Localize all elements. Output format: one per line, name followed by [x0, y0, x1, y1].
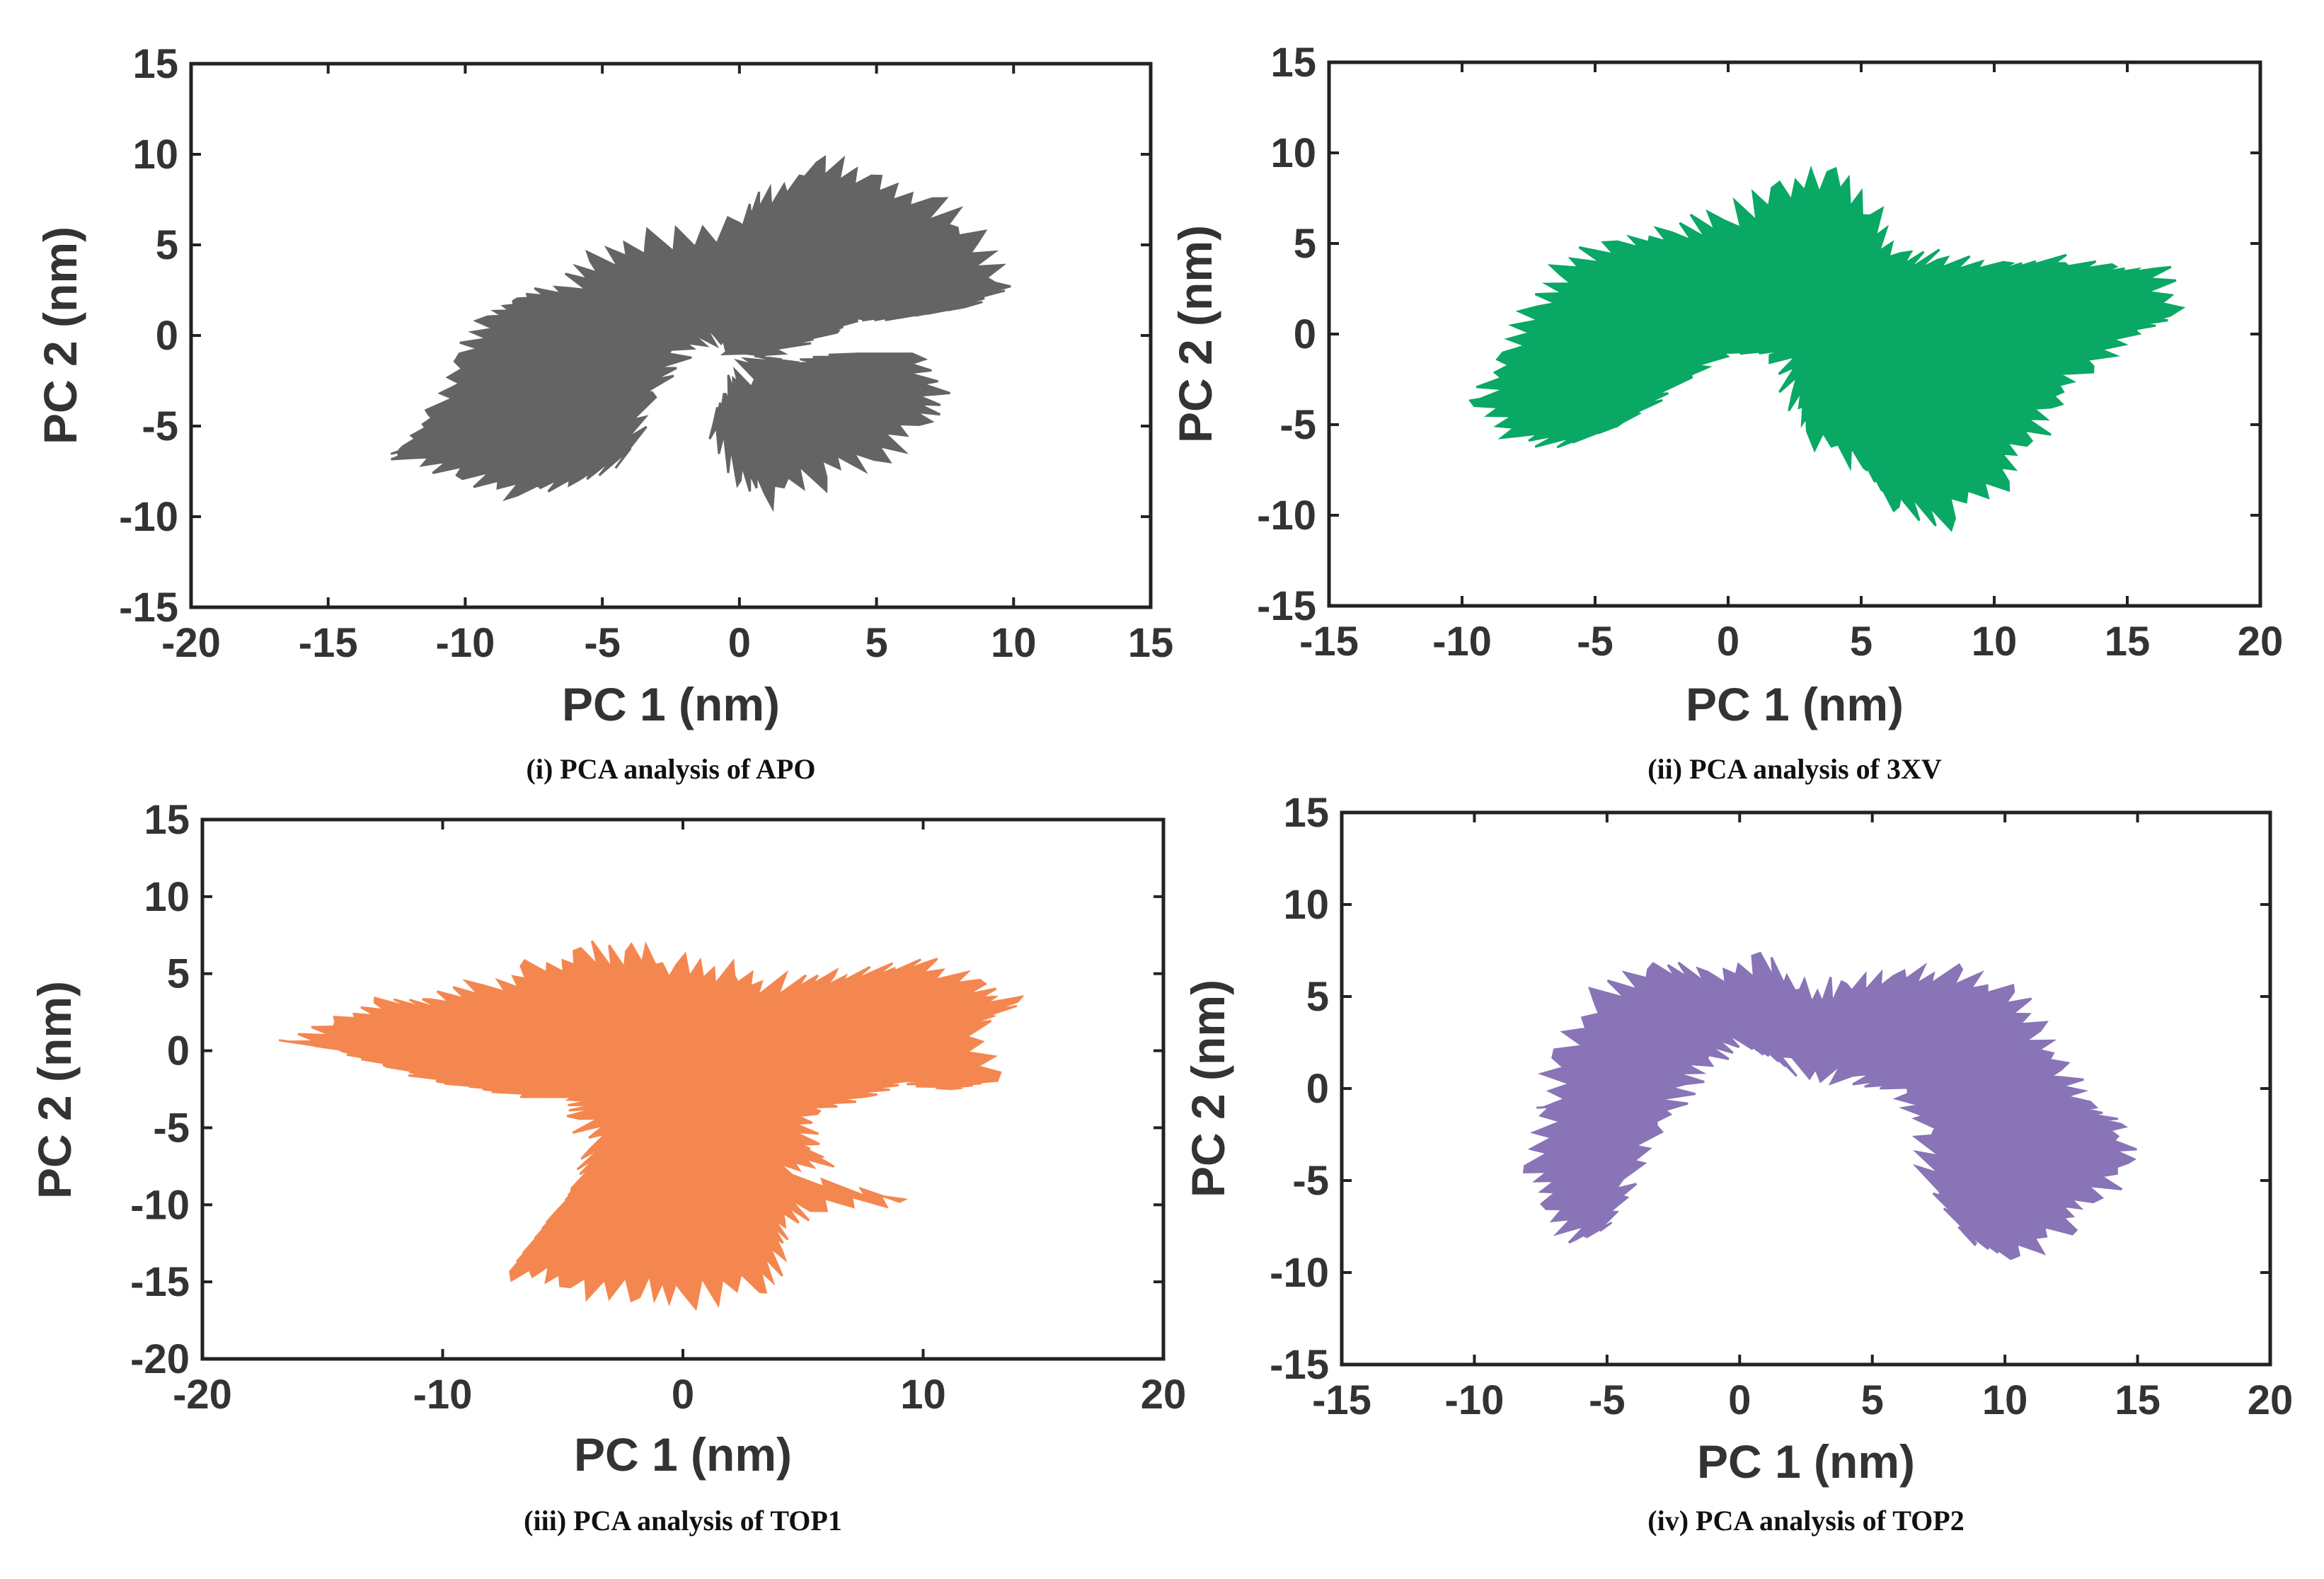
x-tick-label: 20: [1141, 1372, 1187, 1418]
y-tick-label: 0: [156, 313, 178, 359]
x-axis-label: PC 1 (nm): [1697, 1435, 1915, 1488]
x-tick-label: 10: [900, 1372, 946, 1418]
panel-caption: (iv) PCA analysis of TOP2: [1647, 1505, 1964, 1537]
x-tick-label: -20: [173, 1372, 232, 1418]
pca-area-apo: [390, 155, 1011, 512]
x-tick-label: 0: [1717, 619, 1739, 665]
x-tick-label: 10: [1982, 1377, 2028, 1423]
x-axis-label: PC 1 (nm): [562, 678, 780, 730]
x-tick-label: -5: [1589, 1377, 1626, 1423]
y-tick-label: -10: [1257, 493, 1316, 539]
plot-border: [189, 62, 1153, 609]
y-tick-label: 0: [1306, 1066, 1329, 1112]
x-tick-label: 0: [672, 1372, 694, 1418]
x-ticks: -15 -10 -5 0 5 10 15 20: [1299, 62, 2283, 665]
plot-border: [200, 817, 1166, 1361]
x-tick-label: 5: [1861, 1377, 1884, 1423]
y-axis-label: PC 2 (nm): [1169, 225, 1221, 443]
x-tick-label: -5: [584, 620, 621, 666]
y-tick-label: -15: [1257, 583, 1316, 629]
y-tick-label: -5: [153, 1105, 190, 1151]
y-ticks: -20 -15 -10 -5 0 5 10 15: [130, 797, 1163, 1382]
y-tick-label: 0: [1294, 311, 1316, 357]
x-tick-label: 15: [2115, 1377, 2161, 1423]
x-tick-label: -10: [1432, 619, 1492, 665]
x-tick-label: 10: [1972, 619, 2018, 665]
y-axis-label: PC 2 (nm): [28, 981, 81, 1199]
y-tick-label: 5: [1294, 221, 1316, 267]
x-ticks: -20 -10 0 10 20: [173, 820, 1186, 1418]
y-tick-label: 0: [167, 1028, 190, 1074]
x-tick-label: -15: [1299, 619, 1359, 665]
x-tick-label: 10: [991, 620, 1037, 666]
y-tick-label: 15: [1283, 790, 1329, 836]
y-tick-label: -10: [1270, 1250, 1329, 1296]
y-axis-label: PC 2 (nm): [1182, 980, 1234, 1198]
y-tick-label: 15: [144, 797, 190, 843]
panel-top2: -15 -10 -5 0 5 10 15 20 -15 -10 -5 0 5 10 15 PC 1 (nm…: [1182, 790, 2293, 1537]
y-tick-label: -15: [1270, 1342, 1329, 1388]
x-ticks: -15 -10 -5 0 5 10 15 20: [1312, 813, 2293, 1423]
x-tick-label: -10: [1445, 1377, 1505, 1423]
plot-border: [1327, 60, 2262, 608]
y-tick-label: 5: [156, 222, 178, 268]
y-tick-label: 10: [1270, 130, 1316, 176]
pca-area-3xv: [1468, 165, 2186, 532]
y-tick-label: -10: [130, 1182, 190, 1228]
x-tick-label: -5: [1577, 619, 1613, 665]
panel-3xv: -15 -10 -5 0 5 10 15 20 -15 -10 -5 0 5 10 15 PC 1 (nm…: [1169, 40, 2283, 785]
x-tick-label: 5: [865, 620, 887, 666]
x-tick-label: -20: [161, 620, 221, 666]
y-tick-label: -5: [1292, 1158, 1329, 1204]
y-tick-label: -20: [130, 1336, 190, 1382]
y-ticks: -15 -10 -5 0 5 10 15: [1257, 40, 2260, 629]
x-tick-label: 15: [2105, 619, 2151, 665]
y-tick-label: -15: [130, 1259, 190, 1305]
y-tick-label: 15: [1270, 40, 1316, 86]
y-tick-label: 10: [132, 132, 178, 178]
pca-area-top1: [278, 940, 1025, 1311]
y-tick-label: 5: [167, 951, 190, 997]
panel-caption: (ii) PCA analysis of 3XV: [1647, 753, 1942, 785]
y-tick-label: 10: [1283, 882, 1329, 928]
pca-area-top2: [1522, 951, 2137, 1261]
y-tick-label: 5: [1306, 974, 1329, 1020]
x-axis-label: PC 1 (nm): [574, 1428, 792, 1481]
x-tick-label: -10: [413, 1372, 473, 1418]
x-tick-label: 0: [728, 620, 751, 666]
x-tick-label: 20: [2238, 619, 2284, 665]
x-tick-label: -15: [299, 620, 358, 666]
y-axis-label: PC 2 (nm): [34, 226, 86, 444]
x-tick-label: -10: [436, 620, 495, 666]
x-tick-label: 5: [1850, 619, 1873, 665]
y-tick-label: 10: [144, 874, 190, 920]
y-tick-label: -5: [1279, 402, 1316, 448]
panel-caption: (iii) PCA analysis of TOP1: [524, 1505, 842, 1537]
x-tick-label: 0: [1728, 1377, 1751, 1423]
x-tick-label: 20: [2248, 1377, 2294, 1423]
plot-frame: [1342, 813, 2270, 1365]
panel-caption: (i) PCA analysis of APO: [527, 753, 816, 785]
y-tick-label: -10: [119, 494, 178, 540]
y-ticks: -15 -10 -5 0 5 10 15: [1270, 790, 2270, 1388]
x-ticks: -20 -15 -10 -5 0 5 10 15: [161, 64, 1173, 666]
y-tick-label: -5: [142, 403, 178, 449]
x-tick-label: -15: [1312, 1377, 1371, 1423]
y-tick-label: -15: [119, 585, 178, 631]
x-axis-label: PC 1 (nm): [1686, 678, 1904, 730]
plot-border: [1340, 810, 2272, 1367]
x-tick-label: 15: [1128, 620, 1174, 666]
y-tick-label: 15: [132, 41, 178, 87]
